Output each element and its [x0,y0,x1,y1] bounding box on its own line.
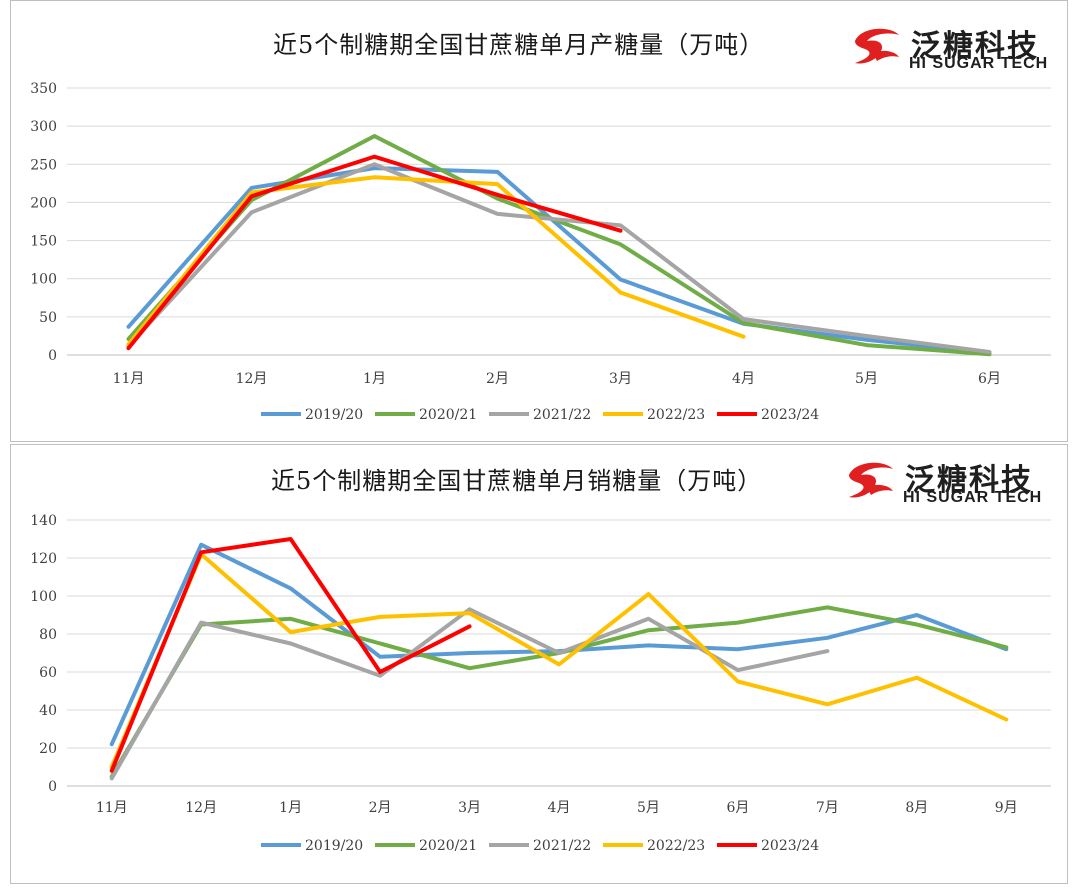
x-tick-label: 3月 [458,800,481,816]
legend-label: 2023/24 [761,407,819,423]
series-line-2019-20 [109,542,1009,747]
x-tick-label: 4月 [548,800,571,816]
x-tick-label: 11月 [96,800,128,816]
legend-label: 2019/20 [305,838,363,854]
y-tick-label: 140 [30,513,57,529]
sales-line-chart: 0 20 40 60 80 100 120 140 11月 12月 1月 2月 3月 4月 5月 6月 7月 8月… [30,513,1051,854]
x-tick-label: 12月 [185,800,217,816]
y-tick-label: 150 [30,234,57,250]
brand-mark-icon [849,462,893,498]
brand-name-en: HI SUGAR TECH [903,489,1043,506]
x-tick-label: 5月 [637,800,660,816]
series-line-2021-22 [109,607,830,781]
y-tick-label: 50 [39,310,57,326]
brand-name-cn: 泛糖科技 [911,29,1039,64]
y-tick-label: 250 [30,157,57,173]
chart-title: 近5个制糖期全国甘蔗糖单月销糖量（万吨） [271,467,763,495]
production-chart-panel: 近5个制糖期全国甘蔗糖单月产糖量（万吨） 泛糖科技 HI SUGAR TECH … [10,0,1068,442]
y-tick-label: 100 [30,272,57,288]
series-line-2023-24 [109,537,472,773]
series-line-2023-24 [126,154,623,351]
x-tick-label: 5月 [855,371,878,387]
chart-title: 近5个制糖期全国甘蔗糖单月产糖量（万吨） [273,31,765,59]
brand-name-en: HI SUGAR TECH [909,55,1049,72]
x-tick-label: 6月 [726,800,749,816]
y-tick-label: 0 [48,348,57,364]
production-line-chart: 0 50 100 150 200 250 300 350 11月 12月 1月 2月 3月 4月 5月 6月 2… [30,81,1051,423]
brand-name-cn: 泛糖科技 [905,463,1033,498]
series-line-2021-22 [126,162,992,354]
x-tick-label: 6月 [978,371,1001,387]
y-tick-label: 80 [39,627,57,643]
series-line-2019-20 [126,166,992,355]
legend-label: 2022/23 [647,838,705,854]
y-tick-label: 200 [30,195,57,211]
y-tick-label: 60 [39,665,57,681]
x-tick-label: 2月 [369,800,392,816]
legend-label: 2021/22 [533,838,591,854]
series-line-2020-21 [126,134,992,357]
brand-logo: 泛糖科技 HI SUGAR TECH [845,453,1080,513]
x-tick-label: 12月 [236,371,268,387]
brand-mark-icon [855,28,899,64]
series-line-2022-23 [109,552,1009,769]
legend-label: 2020/21 [419,407,477,423]
sales-chart-panel: 近5个制糖期全国甘蔗糖单月销糖量（万吨） 泛糖科技 HI SUGAR TECH … [10,444,1068,884]
x-tick-label: 1月 [279,800,302,816]
legend-label: 2022/23 [647,407,705,423]
x-tick-label: 3月 [609,371,632,387]
legend-label: 2021/22 [533,407,591,423]
x-tick-label: 9月 [995,800,1018,816]
y-tick-label: 350 [30,81,57,97]
x-tick-label: 11月 [113,371,145,387]
y-tick-label: 20 [39,741,57,757]
x-tick-label: 4月 [732,371,755,387]
legend-label: 2019/20 [305,407,363,423]
x-tick-label: 7月 [816,800,839,816]
legend-label: 2023/24 [761,838,819,854]
y-tick-label: 40 [39,703,57,719]
x-tick-label: 1月 [363,371,386,387]
y-tick-label: 120 [30,551,57,567]
legend-label: 2020/21 [419,838,477,854]
brand-logo: 泛糖科技 HI SUGAR TECH [851,19,1080,79]
series-line-2022-23 [126,175,746,347]
x-tick-label: 2月 [486,371,509,387]
y-tick-label: 0 [48,779,57,795]
y-tick-label: 300 [30,119,57,135]
y-tick-label: 100 [30,589,57,605]
x-tick-label: 8月 [905,800,928,816]
